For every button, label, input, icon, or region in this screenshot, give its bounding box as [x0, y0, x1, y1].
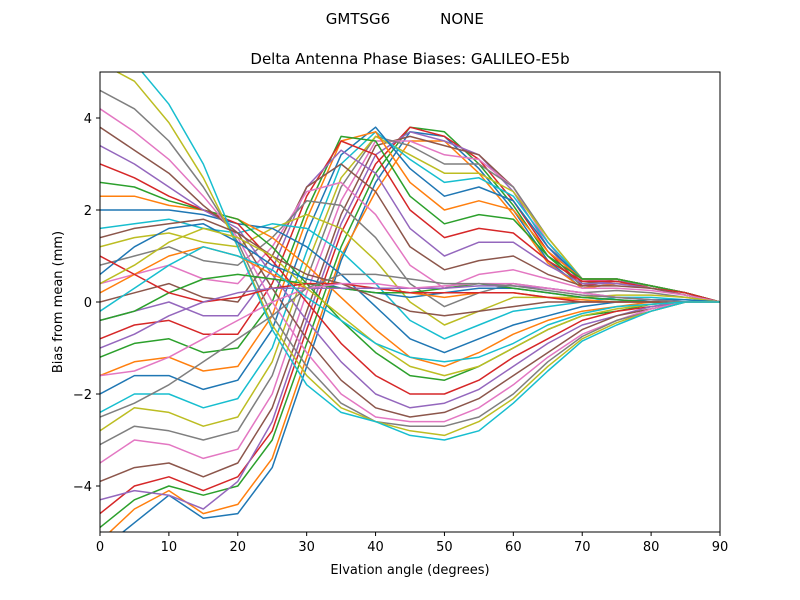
series-line-s02 — [108, 140, 720, 532]
y-axis: −4 −2 0 2 4 — [73, 112, 100, 495]
series-line-s39 — [100, 227, 720, 377]
x-tick-label: 0 — [96, 540, 104, 555]
x-tick-label: 70 — [574, 540, 591, 555]
series-line-s19 — [100, 213, 720, 326]
series-line-s29 — [115, 72, 720, 437]
series-line-s28 — [100, 89, 720, 427]
series-line-s30 — [141, 72, 720, 441]
y-tick-label: 2 — [84, 204, 92, 219]
series-line-s18 — [100, 200, 720, 308]
series-line-s01 — [121, 131, 720, 532]
series-layer — [100, 72, 720, 532]
series-line-s16 — [100, 163, 720, 303]
x-tick-label: 50 — [436, 540, 453, 555]
x-tick-label: 10 — [161, 540, 178, 555]
y-tick-label: 0 — [84, 296, 92, 311]
x-tick-label: 30 — [298, 540, 315, 555]
series-line-s36 — [100, 218, 720, 317]
suptitle-left: GMTSG6 — [326, 10, 390, 28]
x-tick-label: 40 — [367, 540, 384, 555]
series-line-s13 — [100, 135, 720, 358]
y-axis-label: Bias from mean (mm) — [51, 231, 66, 373]
series-line-s31 — [100, 223, 720, 303]
series-line-s11 — [100, 126, 720, 395]
series-line-s14 — [100, 140, 720, 340]
suptitle-right: NONE — [440, 10, 484, 28]
series-line-s15 — [100, 149, 720, 322]
series-line-s38 — [100, 273, 720, 418]
x-tick-label: 80 — [643, 540, 660, 555]
y-tick-label: −2 — [73, 388, 92, 403]
chart-title: Delta Antenna Phase Biases: GALILEO-E5b — [250, 50, 569, 68]
x-tick-label: 20 — [230, 540, 247, 555]
y-tick-label: −4 — [73, 480, 92, 495]
x-tick-label: 60 — [505, 540, 522, 555]
x-tick-label: 90 — [712, 540, 729, 555]
series-line-s03 — [100, 126, 720, 528]
x-axis-label: Elvation angle (degrees) — [330, 563, 489, 578]
x-axis: 0 10 20 30 40 50 60 70 80 90 — [96, 532, 728, 555]
series-line-s40 — [100, 246, 720, 363]
y-tick-label: 4 — [84, 112, 92, 127]
series-line-s26 — [100, 126, 720, 418]
